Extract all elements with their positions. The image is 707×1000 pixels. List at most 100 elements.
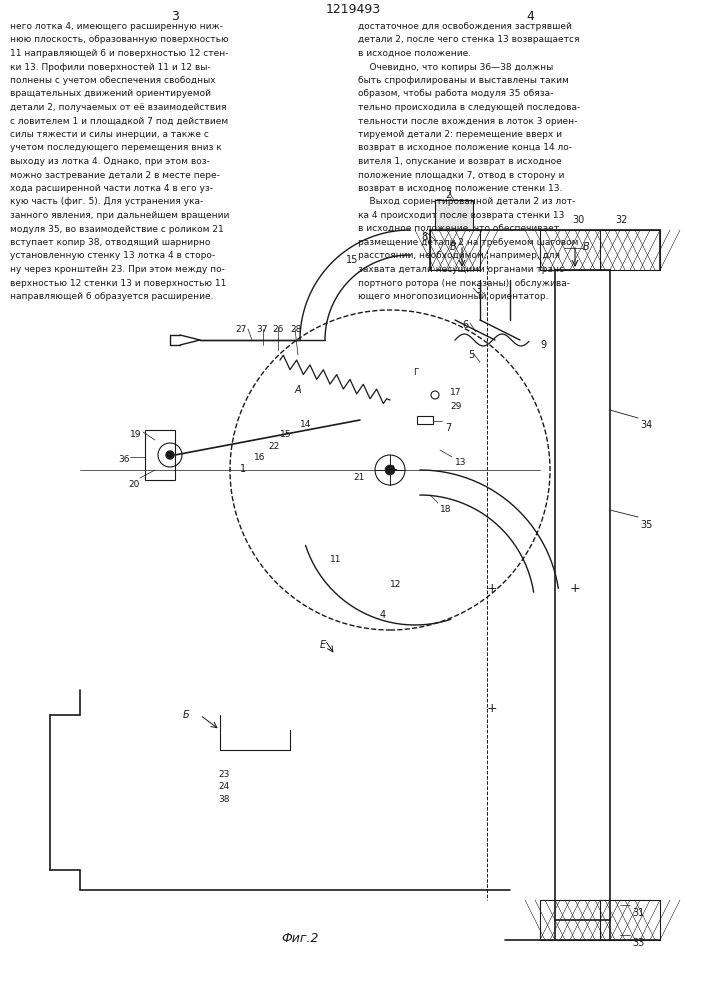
Text: Выход сориентированной детали 2 из лот-: Выход сориентированной детали 2 из лот- bbox=[358, 198, 575, 207]
Text: 14: 14 bbox=[300, 420, 311, 429]
Text: расстоянии, необходимом, например, для: расстоянии, необходимом, например, для bbox=[358, 251, 560, 260]
Text: B: B bbox=[450, 242, 457, 252]
Text: 5: 5 bbox=[468, 350, 474, 360]
Text: 23: 23 bbox=[218, 770, 229, 779]
Text: занного явления, при дальнейшем вращении: занного явления, при дальнейшем вращении bbox=[10, 211, 229, 220]
Text: установленную стенку 13 лотка 4 в сторо-: установленную стенку 13 лотка 4 в сторо- bbox=[10, 251, 215, 260]
Text: вращательных движений ориентируемой: вращательных движений ориентируемой bbox=[10, 90, 211, 99]
Text: 17: 17 bbox=[450, 388, 462, 397]
Text: 22: 22 bbox=[268, 442, 279, 451]
Text: 13: 13 bbox=[455, 458, 467, 467]
Text: 21: 21 bbox=[354, 473, 365, 482]
Text: 26: 26 bbox=[272, 325, 284, 334]
Text: 24: 24 bbox=[218, 782, 229, 791]
Text: Г: Г bbox=[413, 368, 419, 377]
Text: 2: 2 bbox=[445, 190, 451, 200]
Text: +: + bbox=[487, 582, 498, 595]
Text: образом, чтобы работа модуля 35 обяза-: образом, чтобы работа модуля 35 обяза- bbox=[358, 90, 554, 99]
Text: детали 2, получаемых от её взаимодействия: детали 2, получаемых от её взаимодействи… bbox=[10, 103, 226, 112]
Text: 3: 3 bbox=[171, 10, 179, 23]
Bar bbox=[540, 900, 660, 940]
Text: ну через кронштейн 23. При этом между по-: ну через кронштейн 23. При этом между по… bbox=[10, 265, 225, 274]
Text: 4: 4 bbox=[380, 610, 386, 620]
Text: 20: 20 bbox=[128, 480, 139, 489]
Text: 3: 3 bbox=[475, 285, 481, 295]
Text: Очевидно, что копиры 36—38 должны: Очевидно, что копиры 36—38 должны bbox=[358, 62, 554, 72]
Text: модуля 35, во взаимодействие с роликом 21: модуля 35, во взаимодействие с роликом 2… bbox=[10, 225, 223, 233]
Text: положение площадки 7, отвод в сторону и: положение площадки 7, отвод в сторону и bbox=[358, 170, 564, 180]
Text: 30: 30 bbox=[572, 215, 584, 225]
Text: 9: 9 bbox=[540, 340, 546, 350]
Bar bbox=[145, 430, 175, 480]
Text: вителя 1, опускание и возврат в исходное: вителя 1, опускание и возврат в исходное bbox=[358, 157, 562, 166]
Bar bbox=[417, 416, 433, 424]
Text: +: + bbox=[387, 463, 398, 476]
Text: Фиг.2: Фиг.2 bbox=[281, 932, 319, 945]
Text: тируемой детали 2: перемещение вверх и: тируемой детали 2: перемещение вверх и bbox=[358, 130, 562, 139]
Text: возврат в исходное положение конца 14 ло-: возврат в исходное положение конца 14 ло… bbox=[358, 143, 572, 152]
Text: 33: 33 bbox=[632, 938, 644, 948]
Text: 16: 16 bbox=[254, 453, 266, 462]
Text: достаточное для освобождения застрявшей: достаточное для освобождения застрявшей bbox=[358, 22, 572, 31]
Text: 15: 15 bbox=[280, 430, 291, 439]
Text: захвата детали несущими органами транс-: захвата детали несущими органами транс- bbox=[358, 265, 567, 274]
Text: с ловителем 1 и площадкой 7 под действием: с ловителем 1 и площадкой 7 под действие… bbox=[10, 116, 228, 125]
Text: 1: 1 bbox=[240, 464, 246, 474]
Text: верхностью 12 стенки 13 и поверхностью 11: верхностью 12 стенки 13 и поверхностью 1… bbox=[10, 278, 226, 288]
Text: детали 2, после чего стенка 13 возвращается: детали 2, после чего стенка 13 возвращае… bbox=[358, 35, 580, 44]
Text: полнены с учетом обеспечения свободных: полнены с учетом обеспечения свободных bbox=[10, 76, 216, 85]
Text: нюю плоскость, образованную поверхностью: нюю плоскость, образованную поверхностью bbox=[10, 35, 228, 44]
Text: кую часть (фиг. 5). Для устранения ука-: кую часть (фиг. 5). Для устранения ука- bbox=[10, 198, 203, 207]
Text: хода расширенной части лотка 4 в его уз-: хода расширенной части лотка 4 в его уз- bbox=[10, 184, 213, 193]
Text: ки 13. Профили поверхностей 11 и 12 вы-: ки 13. Профили поверхностей 11 и 12 вы- bbox=[10, 62, 211, 72]
Text: 28: 28 bbox=[290, 325, 301, 334]
Text: 15: 15 bbox=[346, 255, 358, 265]
Bar bbox=[540, 230, 660, 270]
Text: 7: 7 bbox=[445, 423, 451, 433]
Text: ющего многопозиционный ориентатор.: ющего многопозиционный ориентатор. bbox=[358, 292, 549, 301]
Bar bbox=[430, 230, 480, 270]
Text: 12: 12 bbox=[390, 580, 402, 589]
Text: 37: 37 bbox=[256, 325, 267, 334]
Circle shape bbox=[166, 451, 174, 459]
Text: 38: 38 bbox=[218, 795, 230, 804]
Text: учетом последующего перемещения вниз к: учетом последующего перемещения вниз к bbox=[10, 143, 222, 152]
Text: тельно происходила в следующей последова-: тельно происходила в следующей последова… bbox=[358, 103, 580, 112]
Circle shape bbox=[385, 465, 395, 475]
Text: можно застревание детали 2 в месте пере-: можно застревание детали 2 в месте пере- bbox=[10, 170, 220, 180]
Text: Б: Б bbox=[183, 710, 189, 720]
Text: портного ротора (не показаны), обслужива-: портного ротора (не показаны), обслужива… bbox=[358, 278, 570, 288]
Text: него лотка 4, имеющего расширенную ниж-: него лотка 4, имеющего расширенную ниж- bbox=[10, 22, 223, 31]
Text: возврат в исходное положение стенки 13.: возврат в исходное положение стенки 13. bbox=[358, 184, 562, 193]
Text: 4: 4 bbox=[526, 10, 534, 23]
Text: размещение детали 2 на требуемом шаговом: размещение детали 2 на требуемом шаговом bbox=[358, 238, 578, 247]
Text: 27: 27 bbox=[235, 325, 246, 334]
Text: быть спрофилированы и выставлены таким: быть спрофилированы и выставлены таким bbox=[358, 76, 569, 85]
Text: +: + bbox=[570, 582, 580, 595]
Text: A: A bbox=[295, 385, 302, 395]
Text: 34: 34 bbox=[640, 420, 653, 430]
Text: 32: 32 bbox=[616, 215, 629, 225]
Text: 31: 31 bbox=[632, 908, 644, 918]
Text: 11: 11 bbox=[330, 555, 341, 564]
Text: в исходное положение.: в исходное положение. bbox=[358, 49, 471, 58]
Text: +: + bbox=[487, 702, 498, 715]
Text: B: B bbox=[583, 242, 590, 252]
Text: 6: 6 bbox=[462, 320, 468, 330]
Text: силы тяжести и силы инерции, а также с: силы тяжести и силы инерции, а также с bbox=[10, 130, 209, 139]
Text: ка 4 происходит после возврата стенки 13: ка 4 происходит после возврата стенки 13 bbox=[358, 211, 564, 220]
Text: 29: 29 bbox=[450, 402, 462, 411]
Text: направляющей 6 образуется расширение.: направляющей 6 образуется расширение. bbox=[10, 292, 214, 301]
Text: 1219493: 1219493 bbox=[325, 3, 380, 16]
Text: E: E bbox=[320, 640, 326, 650]
Text: выходу из лотка 4. Однако, при этом воз-: выходу из лотка 4. Однако, при этом воз- bbox=[10, 157, 210, 166]
Text: тельности после вхождения в лоток 3 ориен-: тельности после вхождения в лоток 3 орие… bbox=[358, 116, 578, 125]
Text: 35: 35 bbox=[640, 520, 653, 530]
Text: 18: 18 bbox=[440, 505, 452, 514]
Text: вступает копир 38, отводящий шарнирно: вступает копир 38, отводящий шарнирно bbox=[10, 238, 211, 247]
Text: 8: 8 bbox=[421, 232, 427, 242]
Text: в исходное положение, что обеспечивает: в исходное положение, что обеспечивает bbox=[358, 225, 559, 233]
Bar bbox=[435, 200, 473, 230]
Text: 19: 19 bbox=[130, 430, 141, 439]
Text: 11 направляющей 6 и поверхностью 12 стен-: 11 направляющей 6 и поверхностью 12 стен… bbox=[10, 49, 228, 58]
